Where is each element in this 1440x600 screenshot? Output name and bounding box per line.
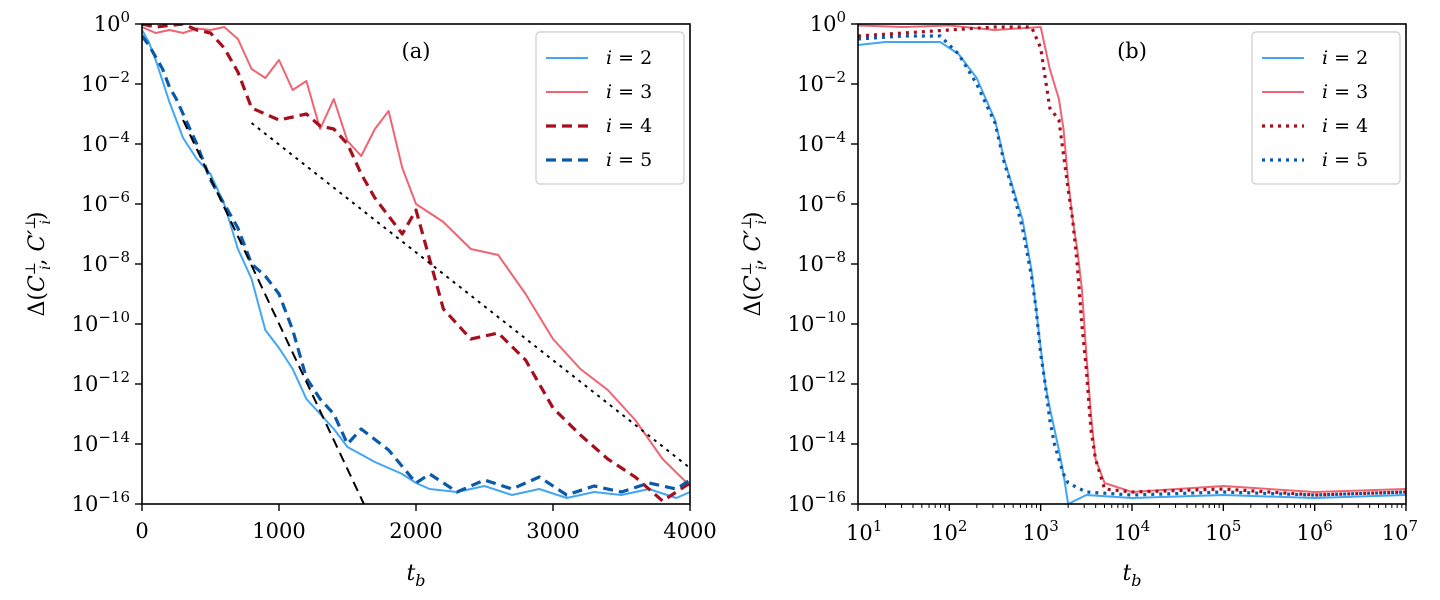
series-line-4 [142,24,690,503]
y-tick-label: 10−8 [797,248,846,276]
legend-box [535,31,685,185]
y-axis-label: Δ(C⊥i, C′⊥i) [23,211,54,316]
y-tick-label: 10−6 [797,188,846,216]
legend-label: i = 4 [606,115,652,137]
y-tick-label: 10−4 [81,128,130,156]
y-tick-label: 10−16 [72,488,130,516]
y-tick-label: 10−10 [788,308,846,336]
y-tick-label: 10−4 [797,128,846,156]
y-tick-label: 10−6 [81,188,130,216]
panel-label: (b) [1117,39,1147,63]
series-group [858,24,1406,504]
legend: i = 2 i = 3 i = 4 i = 5 [535,31,685,185]
series-line-5 [142,35,690,497]
y-tick-label: 10−10 [72,308,130,336]
series-line-3 [858,24,1406,493]
y-tick-label: 10−14 [788,428,846,456]
x-tick-label: 101 [846,517,882,545]
y-axis-label: Δ(C⊥i, C′⊥i) [739,211,770,316]
y-tick-label: 10−2 [81,68,130,96]
legend-label: i = 4 [1322,115,1368,137]
y-tick-label: 100 [810,8,846,36]
x-tick-label: 0 [135,519,148,543]
y-tick-label: 10−12 [788,368,846,396]
x-tick-label: 106 [1297,517,1333,545]
x-tick-label: 4000 [663,519,716,543]
legend-label: i = 2 [606,47,652,69]
x-tick-label: 105 [1205,517,1241,545]
x-tick-label: 103 [1023,517,1059,545]
y-tick-label: 10−2 [797,68,846,96]
y-tick-label: 10−16 [788,488,846,516]
legend-label: i = 2 [1322,47,1368,69]
x-tick-label: 1000 [252,519,305,543]
series-line-2 [142,29,690,499]
y-tick-label: 10−12 [72,368,130,396]
x-axis-label: tb [406,561,425,590]
legend-label: i = 5 [606,149,652,171]
x-tick-label: 102 [931,517,967,545]
x-tick-label: 3000 [526,519,579,543]
series-line-3 [142,26,690,487]
guide-line-dotted [250,122,690,469]
x-tick-label: 107 [1382,517,1418,545]
series-group [142,24,690,504]
legend: i = 2 i = 3 i = 4 i = 5 [1251,31,1401,185]
x-tick-label: 2000 [389,519,442,543]
y-tick-label: 100 [94,8,130,36]
guide-line-dashed [182,119,365,504]
legend-label: i = 3 [606,81,652,103]
panel-label: (a) [402,39,431,63]
panel-a: 100 10−2 10−4 10−6 10−8 10−10 10−12 10−14 10−160… [23,8,717,590]
legend-box [1251,31,1401,185]
legend-label: i = 5 [1322,149,1368,171]
x-axis-label: tb [1122,561,1141,590]
y-tick-label: 10−8 [81,248,130,276]
legend-label: i = 3 [1322,81,1368,103]
x-tick-label: 104 [1114,517,1150,545]
panel-b: 10010−210−410−610−810−1010−1210−1410−161… [739,8,1418,590]
y-tick-label: 10−14 [72,428,130,456]
